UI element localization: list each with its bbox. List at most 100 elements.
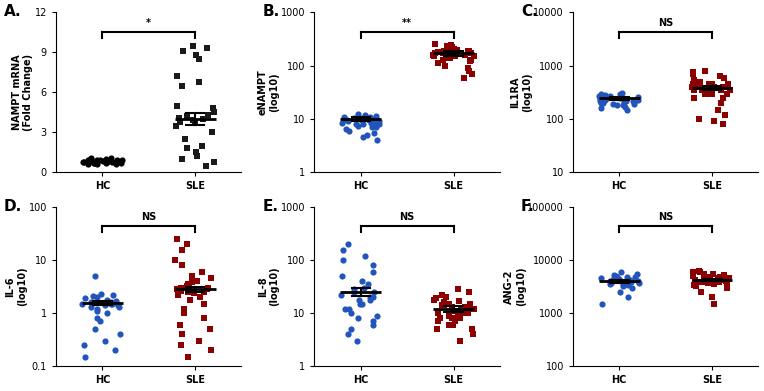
Point <box>202 112 214 118</box>
Point <box>436 302 448 308</box>
Point <box>443 312 455 319</box>
Point <box>351 111 364 117</box>
Point <box>607 101 619 107</box>
Y-axis label: NAMPT mRNA
(Fold Change): NAMPT mRNA (Fold Change) <box>11 54 33 131</box>
Point <box>594 94 607 100</box>
Point <box>189 149 202 156</box>
Point <box>335 120 348 126</box>
Point <box>632 278 644 284</box>
Point <box>91 294 103 300</box>
Point <box>468 53 480 59</box>
Point <box>693 268 705 274</box>
Point <box>89 326 101 332</box>
Text: C.: C. <box>521 4 538 20</box>
Point <box>458 304 471 310</box>
Point <box>76 301 89 307</box>
Point <box>109 347 121 353</box>
Point <box>370 113 382 119</box>
Point <box>688 95 700 101</box>
Point <box>687 71 699 77</box>
Point <box>367 118 379 125</box>
Point <box>723 275 735 282</box>
Point <box>186 117 199 124</box>
Point <box>594 98 606 104</box>
Point <box>88 160 100 166</box>
Point <box>687 69 699 75</box>
Point <box>452 312 464 319</box>
Point <box>448 45 460 52</box>
Point <box>622 282 634 289</box>
Point <box>78 159 90 165</box>
Point <box>91 308 103 314</box>
Point <box>628 101 640 107</box>
Y-axis label: IL-6
(log10): IL-6 (log10) <box>5 267 28 306</box>
Point <box>367 269 380 275</box>
Point <box>597 100 610 106</box>
Point <box>348 289 360 295</box>
Point <box>432 318 445 325</box>
Point <box>196 143 208 149</box>
Point <box>112 156 124 163</box>
Point <box>708 281 720 287</box>
Point <box>447 308 459 314</box>
Point <box>444 55 456 61</box>
Point <box>717 121 729 127</box>
Point <box>449 53 461 59</box>
Point <box>184 296 196 303</box>
Point <box>364 294 377 300</box>
Point <box>336 256 348 263</box>
Point <box>367 318 379 325</box>
Point <box>432 60 444 66</box>
Point <box>353 296 365 303</box>
Point <box>91 157 103 163</box>
Point <box>100 156 112 162</box>
Point <box>605 280 617 287</box>
Point <box>364 114 377 120</box>
Point <box>451 47 463 53</box>
Point <box>101 296 113 303</box>
Point <box>182 354 194 360</box>
Point <box>82 157 94 163</box>
Point <box>181 145 193 151</box>
Point <box>338 247 350 253</box>
Point <box>173 118 186 125</box>
Point <box>631 94 643 100</box>
Point <box>611 102 623 109</box>
Point <box>458 310 471 316</box>
Point <box>371 312 383 319</box>
Point <box>464 58 476 65</box>
Point <box>686 81 698 87</box>
Y-axis label: IL-8
(log10): IL-8 (log10) <box>258 267 280 306</box>
Point <box>90 299 102 305</box>
Point <box>439 294 452 300</box>
Point <box>461 310 474 316</box>
Point <box>715 100 727 106</box>
Point <box>595 90 607 97</box>
Point <box>86 304 98 310</box>
Point <box>369 118 381 125</box>
Point <box>702 280 714 287</box>
Point <box>85 154 97 161</box>
Point <box>105 155 117 161</box>
Point <box>342 128 354 134</box>
Point <box>88 159 100 165</box>
Point <box>694 79 706 85</box>
Point <box>427 52 439 58</box>
Text: NS: NS <box>141 212 157 222</box>
Point <box>713 276 725 282</box>
Point <box>595 105 607 111</box>
Point <box>176 285 188 291</box>
Point <box>608 272 620 278</box>
Point <box>181 113 193 120</box>
Point <box>713 279 725 285</box>
Point <box>101 310 113 316</box>
Point <box>698 271 711 277</box>
Point <box>206 347 218 353</box>
Point <box>367 289 380 295</box>
Point <box>188 290 200 296</box>
Point <box>694 79 706 85</box>
Point <box>176 83 188 89</box>
Point <box>718 84 730 90</box>
Point <box>358 285 370 291</box>
Point <box>366 120 378 126</box>
